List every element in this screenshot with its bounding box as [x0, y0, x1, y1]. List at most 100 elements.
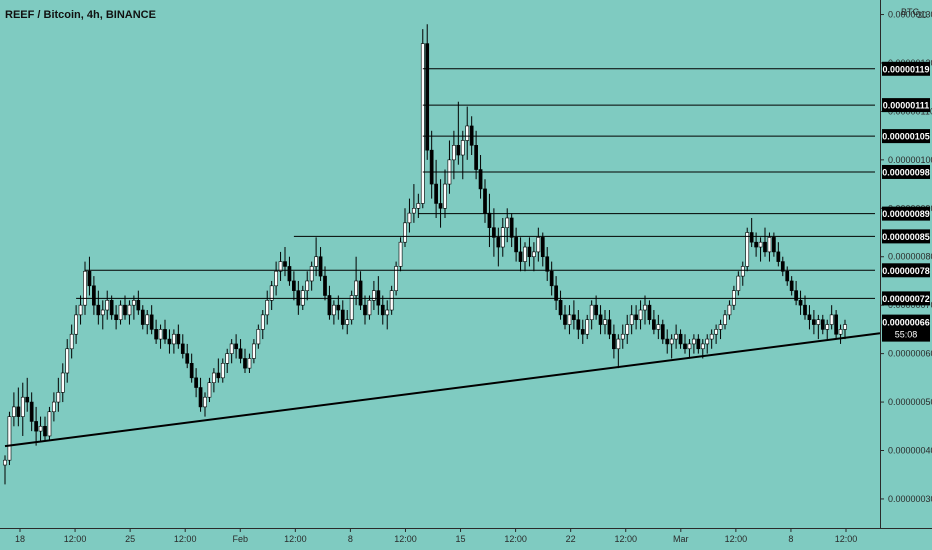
candle-body-up: [629, 314, 634, 325]
candle: [549, 261, 554, 296]
candle: [678, 329, 683, 349]
candle: [109, 295, 114, 320]
candle-body-up: [758, 241, 763, 248]
candle: [78, 295, 83, 325]
candle-body-down: [234, 343, 238, 350]
candle-body-down: [576, 319, 581, 330]
candle-body-up: [69, 333, 74, 350]
candle: [176, 324, 181, 349]
candle-body-up: [700, 343, 705, 350]
candle: [763, 227, 767, 257]
candle: [518, 237, 523, 272]
candle: [100, 300, 105, 330]
candle-body-down: [114, 314, 118, 321]
candle-body-up: [74, 314, 78, 335]
candle-body-up: [616, 338, 621, 350]
candle: [403, 208, 407, 248]
candle: [438, 179, 443, 228]
candle: [576, 310, 581, 340]
candle-body-down: [647, 304, 652, 321]
candle: [336, 295, 341, 320]
candle-body-up: [274, 270, 278, 287]
candle: [545, 247, 550, 281]
candle-body-up: [709, 333, 714, 340]
candle-body-down: [749, 232, 754, 243]
candle: [656, 314, 661, 340]
level-label: 0.00000089: [882, 209, 930, 219]
candle-body-down: [434, 183, 438, 204]
candle-body-up: [349, 295, 354, 321]
candle: [127, 300, 132, 325]
candle: [252, 339, 256, 364]
current-price-marker: 0.00000066 55:08: [882, 314, 930, 342]
candle: [20, 382, 25, 436]
candle-body-up: [305, 280, 310, 291]
candle-body-up: [256, 329, 261, 345]
level-label: 0.00000105: [882, 132, 930, 142]
candle: [785, 266, 790, 286]
candle: [665, 329, 670, 354]
candle-body-down: [25, 396, 30, 403]
candle: [372, 280, 376, 311]
candle: [598, 305, 603, 335]
candle: [638, 300, 643, 330]
candle-body-up: [620, 333, 625, 340]
candle-body-up: [229, 343, 234, 354]
candle: [532, 242, 536, 272]
candle: [758, 237, 763, 262]
candle-body-up: [767, 237, 772, 253]
candle-body-down: [43, 425, 47, 437]
candle: [354, 256, 358, 306]
candle-body-up: [203, 396, 207, 408]
candle-body-down: [540, 237, 545, 258]
candle-body-down: [380, 304, 385, 316]
candle: [767, 232, 772, 262]
candle-body-up: [394, 266, 398, 291]
candle: [43, 416, 47, 441]
candle: [340, 300, 345, 330]
candle: [394, 261, 398, 296]
candle-body-down: [456, 145, 461, 156]
candle: [456, 101, 461, 165]
level-label-box: [882, 98, 930, 113]
time-tick-label: 12:00: [174, 534, 197, 544]
candle: [185, 343, 190, 369]
candle-body-down: [327, 295, 332, 316]
candle-body-down: [554, 285, 558, 301]
candle-body-up: [460, 140, 465, 156]
candle: [407, 198, 412, 233]
candle-body-down: [652, 319, 656, 330]
candle: [283, 247, 287, 277]
level-label-box: [882, 61, 930, 76]
candle: [460, 130, 465, 180]
candle: [87, 256, 92, 296]
candle: [563, 305, 567, 330]
candle-body-down: [34, 421, 38, 432]
candle: [145, 310, 150, 335]
candle-body-up: [207, 382, 212, 398]
candle: [523, 242, 527, 272]
candle: [412, 184, 416, 223]
candle: [243, 348, 247, 373]
candle: [207, 377, 212, 403]
candle: [474, 130, 478, 180]
candle-body-up: [345, 319, 350, 325]
candle: [789, 276, 794, 296]
candle-body-up: [523, 246, 527, 262]
candle-body-up: [416, 203, 421, 209]
candle: [12, 392, 16, 427]
candle-body-down: [660, 324, 665, 340]
candle-body-up: [314, 256, 318, 267]
candle: [149, 305, 154, 335]
candle: [820, 314, 825, 335]
candle-body-up: [452, 145, 456, 161]
candle: [607, 310, 612, 340]
candle-body-down: [789, 280, 794, 291]
candle-body-down: [16, 406, 21, 417]
candle-body-up: [65, 348, 70, 374]
time-axis[interactable]: 18 12:00 25 12:00 Feb 12:00 8 12:00 15 12:00 22 12:…: [15, 528, 857, 544]
candle: [612, 324, 616, 359]
candle: [349, 290, 354, 325]
level-label: 0.00000111: [883, 101, 930, 111]
